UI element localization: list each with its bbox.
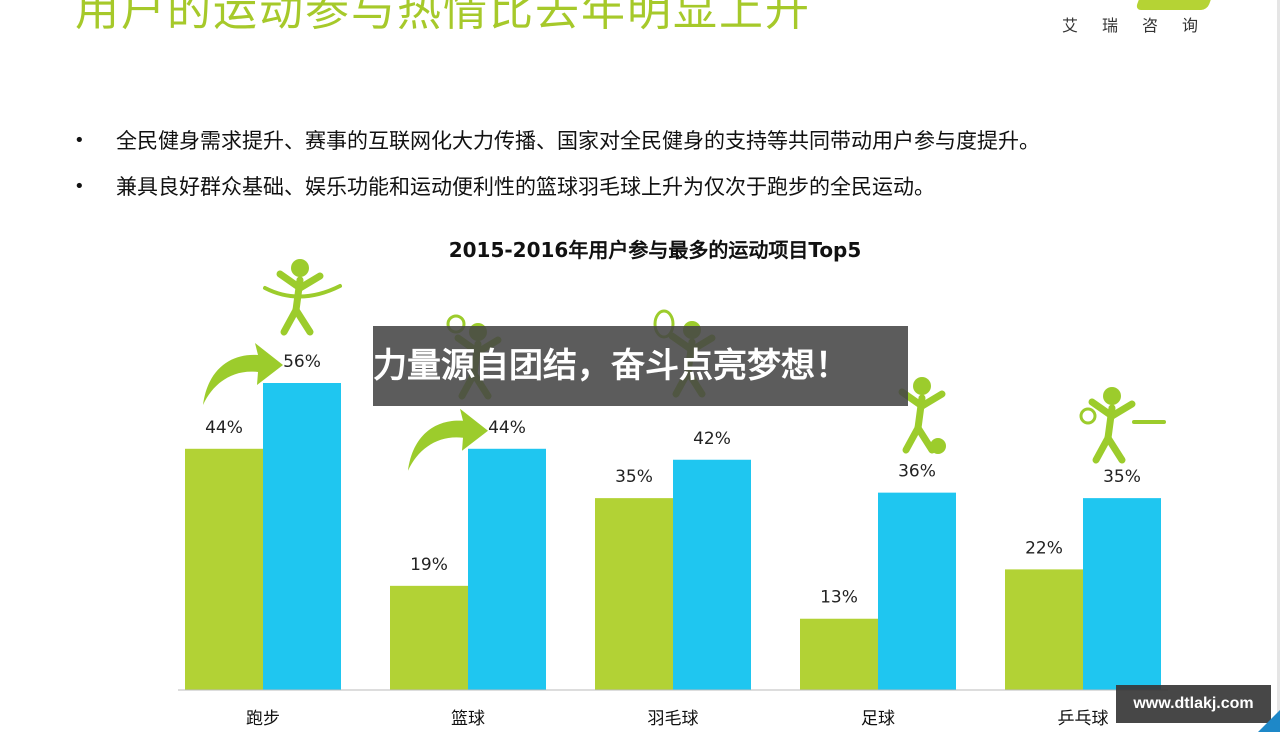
- site-watermark: www.dtlakj.com: [1116, 685, 1271, 723]
- chart-title: 2015-2016年用户参与最多的运动项目Top5: [449, 238, 862, 262]
- bullet-dot: •: [74, 130, 85, 151]
- bar-value-label: 19%: [410, 555, 448, 575]
- bar-value-label: 56%: [283, 352, 321, 372]
- logo-text: 艾瑞咨询: [1061, 16, 1222, 35]
- soccer-player-icon: [898, 377, 946, 454]
- bar-value-label: 44%: [488, 418, 526, 438]
- category-label: 跑步: [246, 709, 280, 729]
- trend-up-arrow-icon: [203, 343, 283, 405]
- bar-2016: [468, 448, 546, 690]
- bullet-item: • 全民健身需求提升、赛事的互联网化大力传播、国家对全民健身的支持等共同带动用户…: [72, 118, 1040, 164]
- bar-2015: [800, 618, 878, 690]
- bullet-text: 全民健身需求提升、赛事的互联网化大力传播、国家对全民健身的支持等共同带动用户参与…: [116, 129, 1040, 153]
- category-label: 羽毛球: [648, 709, 699, 729]
- bar-2016: [878, 492, 956, 690]
- bar-value-label: 42%: [693, 429, 731, 449]
- bar-2016: [1083, 498, 1161, 690]
- trend-up-arrow-icon: [408, 408, 488, 471]
- iresearch-logo: 艾瑞咨询: [1052, 0, 1222, 40]
- bar-value-label: 35%: [615, 467, 653, 487]
- bar-value-label: 36%: [898, 462, 936, 482]
- bullet-text: 兼具良好群众基础、娱乐功能和运动便利性的篮球羽毛球上升为仅次于跑步的全民运动。: [116, 175, 935, 199]
- bar-2016: [673, 459, 751, 690]
- bar-2015: [1005, 569, 1083, 690]
- bar-2015: [185, 448, 263, 690]
- bars-layer: 44% 56% 跑步 19% 44% 篮球 35% 42% 羽毛球 13% 36% 足球 22% 35% 乒…: [178, 352, 1168, 729]
- bullet-item: • 兼具良好群众基础、娱乐功能和运动便利性的篮球羽毛球上升为仅次于跑步的全民运动…: [72, 164, 1040, 210]
- bar-value-label: 35%: [1103, 467, 1141, 487]
- category-label: 篮球: [451, 709, 485, 729]
- right-edge-rule: [1277, 0, 1280, 732]
- category-label: 乒乓球: [1058, 709, 1109, 729]
- category-label: 足球: [861, 709, 895, 729]
- bullet-dot: •: [74, 176, 85, 197]
- bar-2015: [595, 498, 673, 690]
- bar-value-label: 22%: [1025, 538, 1063, 558]
- bar-value-label: 13%: [820, 588, 858, 608]
- bar-2016: [263, 383, 341, 690]
- bar-2015: [390, 585, 468, 690]
- bar-value-label: 44%: [205, 418, 243, 438]
- bullet-list: • 全民健身需求提升、赛事的互联网化大力传播、国家对全民健身的支持等共同带动用户…: [72, 118, 1040, 210]
- table-tennis-player-icon: [1079, 387, 1166, 464]
- promo-banner: 力量源自团结，奋斗点亮梦想！: [373, 326, 908, 406]
- slide-title: 用户的运动参与热情比去年明显上升: [75, 0, 811, 36]
- runner-icon: [263, 259, 342, 336]
- corner-fold: [1258, 710, 1280, 732]
